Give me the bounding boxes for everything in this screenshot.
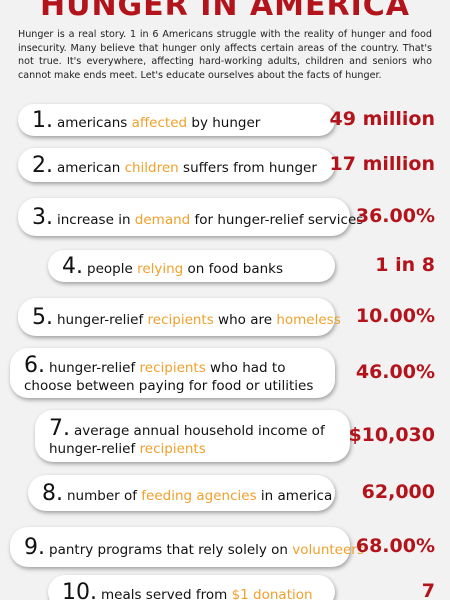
fact-stat: 68.00% (355, 535, 435, 557)
fact-text: $1 donation (231, 586, 313, 600)
fact-number: 9. (24, 534, 45, 560)
fact-line: 8. number of feeding agencies in america (42, 481, 335, 506)
fact-box: 7. average annual household income of hung… (35, 410, 350, 462)
fact-text: hunger-relief (49, 359, 140, 376)
fact-text: in america (256, 487, 333, 504)
fact-stat: 17 million (329, 153, 435, 175)
fact-box: 3. increase in demand for hunger-relief s… (18, 198, 363, 236)
fact-number: 10. (62, 579, 97, 600)
fact-line: 2. american children suffers from hunger (32, 153, 335, 178)
fact-box: 4. people relying on food banks (48, 250, 335, 282)
fact-stat: $10,030 (348, 424, 435, 446)
fact-text: suffers from hunger (178, 159, 317, 176)
fact-line: 3. increase in demand for hunger-relief s… (32, 204, 363, 230)
fact-line: 1. americans affected by hunger (32, 108, 335, 133)
fact-number: 1. (32, 107, 53, 133)
fact-text: choose between paying for food or utilit… (24, 377, 314, 394)
fact-text: hunger-relief (57, 311, 148, 328)
fact-text: relying (137, 260, 184, 277)
fact-box: 6. hunger-relief recipients who had to cho… (10, 348, 335, 398)
fact-stat: 1 in 8 (375, 254, 435, 276)
fact-text: who had to (205, 359, 286, 376)
fact-stat: 46.00% (355, 361, 435, 383)
fact-text: for hunger-relief services (190, 211, 364, 228)
fact-number: 2. (32, 152, 53, 178)
fact-number: 8. (42, 480, 63, 506)
fact-line: 5. hunger-relief recipients who are homel… (32, 304, 341, 330)
intro: Hunger is a real story. 1 in 6 Americans… (18, 29, 432, 81)
fact-number: 6. (24, 352, 45, 378)
fact-box: 10. meals served from $1 donation (48, 575, 335, 600)
fact-line: choose between paying for food or utilit… (24, 378, 335, 394)
fact-stat: 7 (421, 580, 435, 600)
fact-text: homeless (276, 311, 341, 328)
fact-text: affected (131, 114, 188, 131)
fact-text: americans (57, 114, 132, 131)
fact-number: 7. (49, 415, 70, 441)
fact-text: recipients (147, 311, 214, 328)
fact-line: 10. meals served from $1 donation (62, 580, 335, 600)
fact-number: 5. (32, 304, 53, 330)
fact-line: hunger-relief recipients (49, 441, 350, 457)
fact-text: recipients (139, 359, 206, 376)
fact-text: recipients (139, 440, 206, 457)
title: HUNGER IN AMERICA (39, 0, 410, 23)
fact-line: 6. hunger-relief recipients who had to (24, 353, 335, 378)
fact-stat: 36.00% (355, 205, 435, 227)
fact-text: hunger-relief (49, 440, 140, 457)
fact-text: feeding agencies (141, 487, 257, 504)
fact-box: 9. pantry programs that rely solely on vo… (10, 527, 364, 567)
fact-stat: 10.00% (355, 305, 435, 327)
fact-box: 1. americans affected by hunger (18, 104, 335, 136)
fact-text: pantry programs that rely solely on (49, 541, 293, 558)
fact-text: people (87, 260, 138, 277)
fact-number: 4. (62, 253, 83, 279)
fact-stat: 49 million (329, 108, 435, 130)
fact-text: by hunger (187, 114, 261, 131)
fact-text: children (124, 159, 179, 176)
fact-line: 9. pantry programs that rely solely on vo… (24, 534, 364, 560)
fact-stat: 62,000 (361, 481, 435, 503)
fact-text: volunteers (292, 541, 364, 558)
fact-box: 2. american children suffers from hunger (18, 148, 335, 182)
fact-text: on food banks (183, 260, 284, 277)
fact-text: who are (213, 311, 277, 328)
fact-text: average annual household income of (74, 422, 325, 439)
fact-box: 8. number of feeding agencies in america (28, 475, 335, 511)
fact-text: american (57, 159, 125, 176)
fact-text: number of (67, 487, 142, 504)
fact-text: increase in (57, 211, 135, 228)
fact-number: 3. (32, 204, 53, 230)
fact-text: demand (134, 211, 191, 228)
fact-box: 5. hunger-relief recipients who are homel… (18, 298, 341, 336)
fact-line: 4. people relying on food banks (62, 254, 335, 279)
fact-text: meals served from (101, 586, 232, 600)
fact-line: 7. average annual household income of (49, 416, 350, 441)
